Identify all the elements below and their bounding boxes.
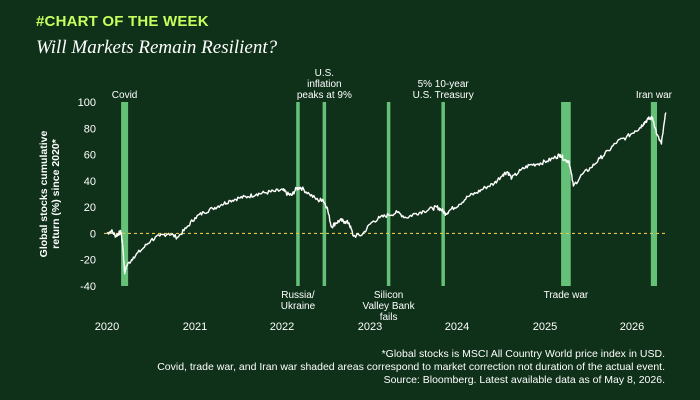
event-label: Ukraine bbox=[281, 301, 316, 312]
y-tick-label: 20 bbox=[84, 202, 96, 214]
event-label: Covid bbox=[112, 90, 138, 101]
event-band bbox=[386, 102, 391, 286]
event-band bbox=[296, 102, 300, 286]
x-tick-label: 2020 bbox=[95, 321, 119, 333]
series-line bbox=[106, 112, 667, 275]
x-tick-label: 2023 bbox=[358, 321, 382, 333]
event-label: Valley Bank bbox=[363, 301, 416, 312]
event-label: Iran war bbox=[636, 90, 673, 101]
y-tick-label: 0 bbox=[90, 228, 96, 240]
y-tick-label: 40 bbox=[84, 176, 96, 188]
y-tick-label: -20 bbox=[80, 255, 96, 267]
event-band bbox=[121, 102, 129, 286]
y-axis-label: Global stocks cumulative return (%) since… bbox=[38, 131, 62, 258]
event-label: U.S. bbox=[315, 68, 334, 79]
event-label: peaks at 9% bbox=[297, 90, 352, 101]
chart-kicker: #CHART OF THE WEEK bbox=[36, 13, 209, 30]
x-tick-label: 2024 bbox=[445, 321, 469, 333]
event-label: inflation bbox=[307, 79, 341, 90]
event-band bbox=[322, 102, 327, 286]
event-label: U.S. Treasury bbox=[413, 90, 474, 101]
x-tick-label: 2025 bbox=[533, 321, 557, 333]
footnote-index-note: *Global stocks is MSCI All Country World… bbox=[381, 348, 665, 360]
event-band bbox=[561, 102, 571, 286]
event-band bbox=[441, 102, 445, 286]
event-label: Russia/ bbox=[281, 290, 315, 301]
y-tick-label: 60 bbox=[84, 150, 96, 162]
y-tick-label: -40 bbox=[80, 281, 96, 293]
event-band bbox=[650, 102, 657, 286]
chart-title: Will Markets Remain Resilient? bbox=[36, 37, 278, 58]
footnote: *Global stocks is MSCI All Country World… bbox=[157, 348, 665, 387]
x-tick-label: 2021 bbox=[183, 321, 207, 333]
event-label: Trade war bbox=[544, 290, 589, 301]
footnote-shading-note: Covid, trade war, and Iran war shaded ar… bbox=[157, 361, 665, 373]
event-label: Silicon bbox=[374, 290, 403, 301]
y-tick-label: 100 bbox=[78, 97, 96, 109]
x-tick-label: 2022 bbox=[270, 321, 294, 333]
event-label: 5% 10-year bbox=[418, 79, 470, 90]
x-tick-label: 2026 bbox=[620, 321, 644, 333]
y-axis-label-line: return (%) since 2020* bbox=[50, 138, 62, 249]
y-tick-label: 80 bbox=[84, 123, 96, 135]
y-axis-label-line: Global stocks cumulative bbox=[38, 131, 50, 258]
event-label: fails bbox=[380, 312, 398, 323]
footnote-source: Source: Bloomberg. Latest available data… bbox=[383, 374, 665, 386]
